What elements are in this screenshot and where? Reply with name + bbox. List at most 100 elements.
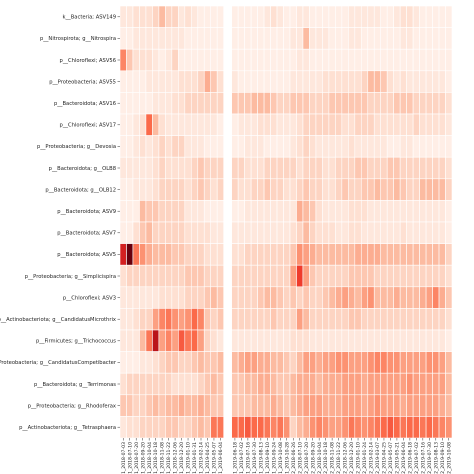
heatmap-cell	[335, 200, 343, 223]
heatmap-cell	[244, 5, 252, 28]
heatmap-cell	[231, 70, 239, 93]
heatmap-cell	[335, 135, 343, 158]
heatmap-cell	[373, 92, 382, 115]
heatmap-cell	[165, 264, 173, 288]
column-label: R1_2019-09-24	[271, 442, 277, 474]
heatmap-cell	[289, 135, 297, 158]
heatmap-cell	[139, 135, 147, 158]
column-labels: R1_2018-07-03 R1_2018-07-10 R1_2018-07-20 R…	[121, 438, 452, 474]
row-label: p__Chloroflexi; ASV56	[60, 58, 116, 64]
heatmap-cell	[419, 48, 427, 72]
heatmap-cell	[210, 92, 218, 115]
heatmap-cell	[412, 221, 420, 244]
heatmap-cell	[419, 92, 427, 115]
heatmap-cell	[126, 178, 134, 201]
heatmap-cell	[432, 351, 440, 374]
heatmap-cell	[419, 156, 427, 180]
heatmap-cell	[126, 372, 134, 396]
heatmap-cell	[165, 113, 173, 136]
heatmap-cell	[360, 243, 369, 266]
heatmap-cell	[119, 70, 127, 93]
heatmap-cell	[270, 48, 278, 72]
heatmap-cell	[386, 243, 394, 266]
heatmap-cell	[341, 264, 349, 288]
heatmap-cell	[197, 200, 205, 223]
heatmap-cell	[360, 5, 369, 28]
heatmap-cell	[197, 329, 205, 352]
heatmap-cell	[341, 416, 349, 439]
heatmap-cell	[399, 113, 407, 136]
heatmap-cell	[132, 70, 140, 93]
heatmap-cell	[152, 92, 160, 115]
heatmap-cell	[178, 27, 186, 50]
heatmap-cell	[231, 156, 239, 180]
heatmap-cell	[237, 200, 245, 223]
heatmap-cell	[244, 286, 252, 309]
heatmap-cell	[152, 48, 160, 72]
heatmap-cell	[335, 308, 343, 331]
heatmap-cell	[165, 221, 173, 244]
heatmap-cell	[309, 286, 317, 309]
heatmap-cell	[152, 394, 160, 417]
heatmap-cell	[354, 27, 362, 50]
heatmap-cell	[438, 92, 446, 115]
heatmap-cell	[263, 351, 271, 374]
heatmap-cell	[354, 92, 362, 115]
heatmap-cell	[309, 394, 317, 417]
heatmap-cell	[210, 200, 218, 223]
heatmap-cell	[289, 351, 297, 374]
heatmap-cell	[244, 264, 252, 288]
heatmap-cell	[276, 5, 284, 28]
heatmap-cell	[296, 394, 304, 417]
heatmap-cell	[178, 308, 186, 331]
heatmap-cell	[419, 200, 427, 223]
heatmap-cell	[197, 70, 205, 93]
heatmap-cell	[152, 308, 160, 331]
heatmap-cell	[289, 221, 297, 244]
heatmap-cell	[367, 286, 375, 309]
heatmap-cell	[315, 27, 323, 50]
heatmap-cell	[354, 113, 362, 136]
heatmap-cell	[210, 243, 218, 266]
heatmap-cell	[360, 113, 369, 136]
heatmap-cell	[184, 27, 192, 50]
heatmap-cell	[335, 70, 343, 93]
heatmap-cell	[263, 329, 271, 352]
heatmap-cell	[178, 178, 186, 201]
column-label: R2_2019-07-16	[420, 442, 426, 474]
heatmap-cell	[250, 416, 258, 439]
heatmap-cell	[432, 113, 440, 136]
heatmap-cell	[283, 329, 291, 352]
heatmap-cell	[425, 113, 433, 136]
heatmap-cell	[412, 351, 420, 374]
heatmap-cell	[335, 351, 343, 374]
heatmap-cell	[119, 243, 127, 266]
heatmap-cell	[328, 416, 336, 439]
heatmap-cell	[309, 113, 317, 136]
heatmap-cell	[373, 264, 382, 288]
heatmap-cell	[276, 27, 284, 50]
heatmap-cell	[367, 372, 375, 396]
heatmap-cell	[210, 5, 218, 28]
heatmap-cell	[367, 178, 375, 201]
heatmap-cell	[432, 156, 440, 180]
heatmap-cell	[354, 264, 362, 288]
heatmap-cell	[341, 351, 349, 374]
heatmap-cell	[341, 92, 349, 115]
heatmap-cell	[380, 135, 388, 158]
heatmap-cell	[197, 286, 205, 309]
heatmap-cell	[322, 178, 330, 201]
heatmap-cell	[341, 178, 349, 201]
heatmap-cell	[244, 351, 252, 374]
heatmap-cell	[328, 27, 336, 50]
heatmap-cell	[132, 27, 140, 50]
heatmap-cell	[263, 113, 271, 136]
heatmap-cell	[386, 264, 394, 288]
heatmap-cell	[216, 178, 224, 201]
heatmap-cell	[165, 329, 173, 352]
heatmap-cell	[425, 5, 433, 28]
heatmap-cell	[348, 70, 356, 93]
row-label: p__Bacteroidota; ASV9	[57, 209, 116, 215]
heatmap-cell	[126, 5, 134, 28]
heatmap-cell	[132, 243, 140, 266]
